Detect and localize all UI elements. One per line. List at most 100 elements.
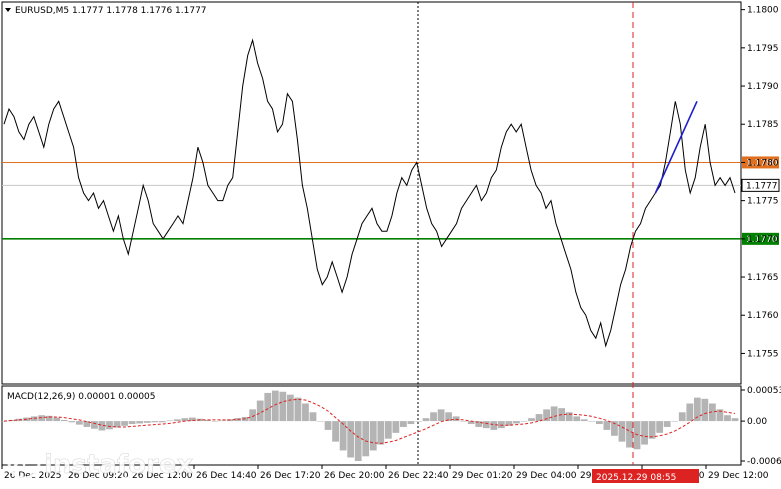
current-price-tag <box>741 178 780 192</box>
trend-line <box>654 100 698 194</box>
axes: 1.18001.17951.17901.17851.17801.17751.17… <box>1 6 781 481</box>
macd-histogram-bar <box>271 390 279 422</box>
macd-histogram-bar <box>158 421 166 423</box>
macd-tick-label: -0.00068 <box>747 457 781 467</box>
macd-histogram-bar <box>98 421 106 431</box>
support-level-tag <box>742 232 779 245</box>
dropdown-triangle-icon[interactable] <box>5 8 11 12</box>
macd-histogram-bar <box>173 419 181 422</box>
y-tick-label: 1.1795 <box>747 44 779 54</box>
y-tick-label: 1.1755 <box>747 349 779 359</box>
x-tick-label: 26 Dec 12:00 <box>132 471 193 481</box>
macd-histogram-bar <box>445 412 453 422</box>
macd-histogram-bar <box>83 421 91 427</box>
macd-histogram-bar <box>724 415 731 422</box>
y-tick-label: 1.1800 <box>747 6 779 16</box>
macd-histogram-bar <box>565 412 573 422</box>
macd-histogram-bar <box>633 421 641 450</box>
macd-histogram-bar <box>106 421 113 430</box>
macd-histogram-bar <box>467 421 475 425</box>
y-tick-label: 1.1765 <box>747 273 779 283</box>
macd-histogram-bar <box>400 421 407 427</box>
macd-histogram-bar <box>204 419 211 422</box>
macd-histogram-bar <box>45 415 53 422</box>
macd-histogram-bar <box>249 409 257 422</box>
y-tick-label: 1.1780 <box>747 158 779 168</box>
macd-histogram-bar <box>30 416 38 422</box>
macd-histogram-bar <box>53 417 61 422</box>
macd-pane: MACD(12,26,9) 0.00001 0.00005 <box>0 390 739 461</box>
macd-histogram-bar <box>437 409 445 422</box>
macd-histogram-bar <box>113 421 121 428</box>
macd-tick-label: 0.00 <box>747 417 767 427</box>
macd-histogram-bar <box>641 421 648 445</box>
macd-histogram-bar <box>136 421 144 424</box>
macd-histogram-bar <box>0 421 8 422</box>
macd-histogram-bar <box>91 421 98 429</box>
x-tick-label: 29 Dec 01:20 <box>452 471 513 481</box>
macd-histogram-bar <box>60 419 68 422</box>
y-tick-label: 1.1760 <box>747 311 779 321</box>
resistance-level-tag <box>742 156 779 169</box>
macd-histogram-bar <box>595 421 603 425</box>
macd-histogram-bar <box>520 421 528 422</box>
macd-histogram-bar <box>309 412 317 422</box>
macd-histogram-bar <box>189 417 196 422</box>
macd-histogram-bar <box>354 421 362 461</box>
macd-histogram-bar <box>626 421 633 448</box>
macd-histogram-bar <box>121 421 128 426</box>
y-tick-label: 1.1785 <box>747 120 779 130</box>
macd-histogram-bar <box>369 421 377 451</box>
macd-histogram-bar <box>317 421 324 422</box>
x-tick-label: 29 Dec 04:00 <box>516 471 577 481</box>
macd-histogram-bar <box>422 418 430 422</box>
grid <box>1 1 742 466</box>
macd-histogram-bar <box>347 421 355 458</box>
y-tick-label: 1.1770 <box>747 235 779 245</box>
macd-histogram-bar <box>482 421 490 429</box>
macd-histogram-bar <box>128 421 136 425</box>
macd-histogram-bar <box>362 421 370 457</box>
macd-histogram-bar <box>324 421 332 430</box>
logo-brand-text: instaforex <box>44 450 194 480</box>
macd-histogram-bar <box>302 403 309 422</box>
reference-levels: 1.1780 1.1770 1.1777 <box>2 156 780 245</box>
macd-histogram-bar <box>716 409 724 422</box>
support-level-label: 1.1770 <box>746 235 778 245</box>
logo-chart-icon <box>12 451 32 469</box>
macd-histogram-bar <box>256 400 264 422</box>
y-tick-label: 1.1790 <box>747 82 779 92</box>
macd-histogram-bar <box>384 421 392 439</box>
macd-histogram-bar <box>166 420 174 422</box>
macd-pane-frame <box>1 385 742 466</box>
x-tick-label: 26 Dec 20:00 <box>324 471 385 481</box>
macd-histogram-bar <box>497 421 505 429</box>
macd-histogram-bar <box>332 421 339 442</box>
macd-label: MACD(12,26,9) 0.00001 0.00005 <box>7 392 156 402</box>
marker-date-label: 2025.12.29 08:55 <box>596 473 676 483</box>
macd-histogram-bar <box>611 421 618 436</box>
macd-histogram-bar <box>618 421 626 442</box>
macd-histogram-bar <box>603 421 611 430</box>
macd-histogram-bar <box>143 421 151 423</box>
macd-histogram-bar <box>151 421 159 423</box>
macd-histogram-bar <box>415 421 422 422</box>
macd-histogram-bar <box>407 421 415 425</box>
macd-histogram-bar <box>648 421 656 439</box>
macd-histogram-bar <box>377 421 385 445</box>
x-tick-label: 29 Dec 12:00 <box>708 471 769 481</box>
macd-histogram-bar <box>286 394 294 422</box>
macd-histogram-bar <box>701 398 709 422</box>
macd-histogram-bar <box>678 412 686 422</box>
macd-histogram-bar <box>460 421 468 422</box>
macd-histogram-bar <box>38 415 46 422</box>
macd-histogram-bar <box>475 421 483 427</box>
logo-ring-icon <box>7 446 41 480</box>
macd-histogram-bar <box>513 421 520 424</box>
macd-histogram-bar <box>75 421 83 425</box>
macd-histogram-bar <box>181 418 189 422</box>
macd-tick-label: 0.00053 <box>747 386 781 396</box>
x-tick-label: 26 Dec 22:40 <box>388 471 449 481</box>
macd-histogram-bar <box>709 403 716 422</box>
